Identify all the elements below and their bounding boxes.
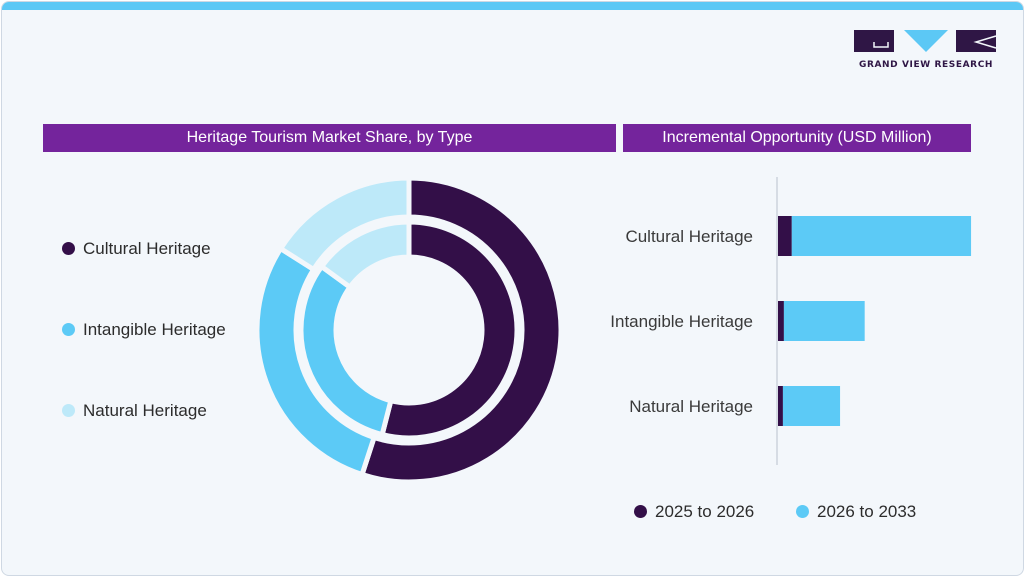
donut-legend-item: Cultural Heritage	[62, 239, 211, 259]
bar-1-1	[783, 301, 865, 341]
top-accent-bar	[2, 2, 1023, 10]
bar-0-1	[778, 301, 784, 341]
donut-legend-item: Natural Heritage	[62, 401, 207, 421]
donut-inner-slice-2	[318, 219, 412, 291]
double-donut-chart	[254, 175, 564, 485]
bar-1-0	[791, 216, 972, 256]
bar-legend-item-2026: 2026 to 2033	[796, 502, 916, 522]
legend-label-natural: Natural Heritage	[83, 401, 207, 420]
brand-logo-icon	[854, 30, 997, 52]
bar-legend-label-2025: 2025 to 2026	[655, 502, 755, 521]
donut-inner-slice-0	[379, 219, 520, 441]
legend-swatch-intangible	[62, 323, 75, 336]
bar-0-0	[778, 216, 792, 256]
legend-label-cultural: Cultural Heritage	[83, 239, 211, 258]
bar-legend-swatch-2025	[634, 505, 647, 518]
donut-outer-slice-0	[358, 175, 564, 485]
bar-0-2	[778, 386, 783, 426]
legend-swatch-cultural	[62, 242, 75, 255]
left-panel-title: Heritage Tourism Market Share, by Type	[43, 124, 616, 152]
bar-legend-swatch-2026	[796, 505, 809, 518]
bar-category-label: Intangible Heritage	[610, 312, 753, 331]
brand-name: GRAND VIEW RESEARCH	[858, 60, 994, 70]
bar-legend-label-2026: 2026 to 2033	[817, 502, 917, 521]
stacked-bar-chart: Cultural Heritage Intangible Heritage Natu…	[610, 177, 972, 465]
bar-1-2	[782, 386, 841, 426]
bar-category-label: Natural Heritage	[629, 397, 753, 416]
donut-inner-slice-1	[298, 263, 394, 438]
donut-outer-slice-2	[277, 175, 412, 273]
right-panel-title: Incremental Opportunity (USD Million)	[623, 124, 971, 152]
bar-legend-item-2025: 2025 to 2026	[634, 502, 754, 522]
donut-legend-item: Intangible Heritage	[62, 320, 226, 340]
bar-category-label: Cultural Heritage	[625, 227, 753, 246]
legend-label-intangible: Intangible Heritage	[83, 320, 226, 339]
legend-swatch-natural	[62, 404, 75, 417]
